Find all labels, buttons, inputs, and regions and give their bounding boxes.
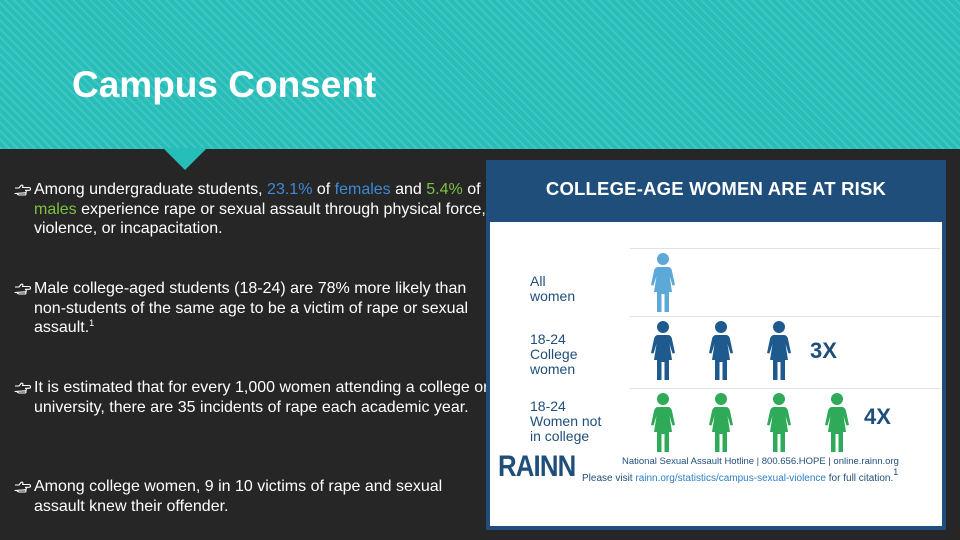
citation-text: Please visit rainn.org/statistics/campus… [582,467,899,485]
bullet-item: Among college women, 9 in 10 victims of … [14,477,492,516]
header-notch [163,148,207,170]
multiplier-label: 3X [810,338,837,363]
row-divider [630,316,940,317]
infographic-body: All women 18-24 College women 18-24 Women no… [490,222,942,526]
woman-figure-icon [650,392,676,459]
row-label: 18-24 College women [530,331,578,377]
rainn-logo: RAINN [498,450,576,483]
woman-figure-icon [708,392,734,459]
hand-pointing-right-icon [14,183,34,239]
woman-figure-icon [650,252,676,319]
woman-figure-icon [824,392,850,459]
row-divider [630,388,940,389]
slide-title: Campus Consent [72,64,377,105]
bullet-text: Among undergraduate students, 23.1% of f… [34,181,486,237]
infographic-title: COLLEGE-AGE WOMEN ARE AT RISK [545,178,887,199]
hand-pointing-right-icon [14,480,34,516]
row-divider [630,248,940,249]
woman-figure-icon [708,320,734,387]
bullet-text: Male college-aged students (18-24) are 7… [34,280,469,336]
bullet-text: Among college women, 9 in 10 victims of … [34,478,443,515]
multiplier-label: 4X [864,404,891,429]
citation-link[interactable]: rainn.org/statistics/campus-sexual-viole… [635,473,826,484]
bullet-item: Among undergraduate students, 23.1% of f… [14,180,492,239]
header-band [0,0,960,149]
woman-figure-icon [650,320,676,387]
woman-figure-icon [766,320,792,387]
row-label: All women [530,273,576,304]
bullet-item: Male college-aged students (18-24) are 7… [14,279,492,338]
bullet-text: It is estimated that for every 1,000 wom… [34,379,489,416]
infographic-panel: COLLEGE-AGE WOMEN ARE AT RISK All women 1… [486,160,946,530]
hand-pointing-right-icon [14,282,34,338]
hand-pointing-right-icon [14,381,34,417]
bullet-item: It is estimated that for every 1,000 wom… [14,378,492,417]
woman-figure-icon [766,392,792,459]
row-label: 18-24 Women not in college [530,398,602,444]
hotline-text: National Sexual Assault Hotline | 800.65… [622,456,899,467]
